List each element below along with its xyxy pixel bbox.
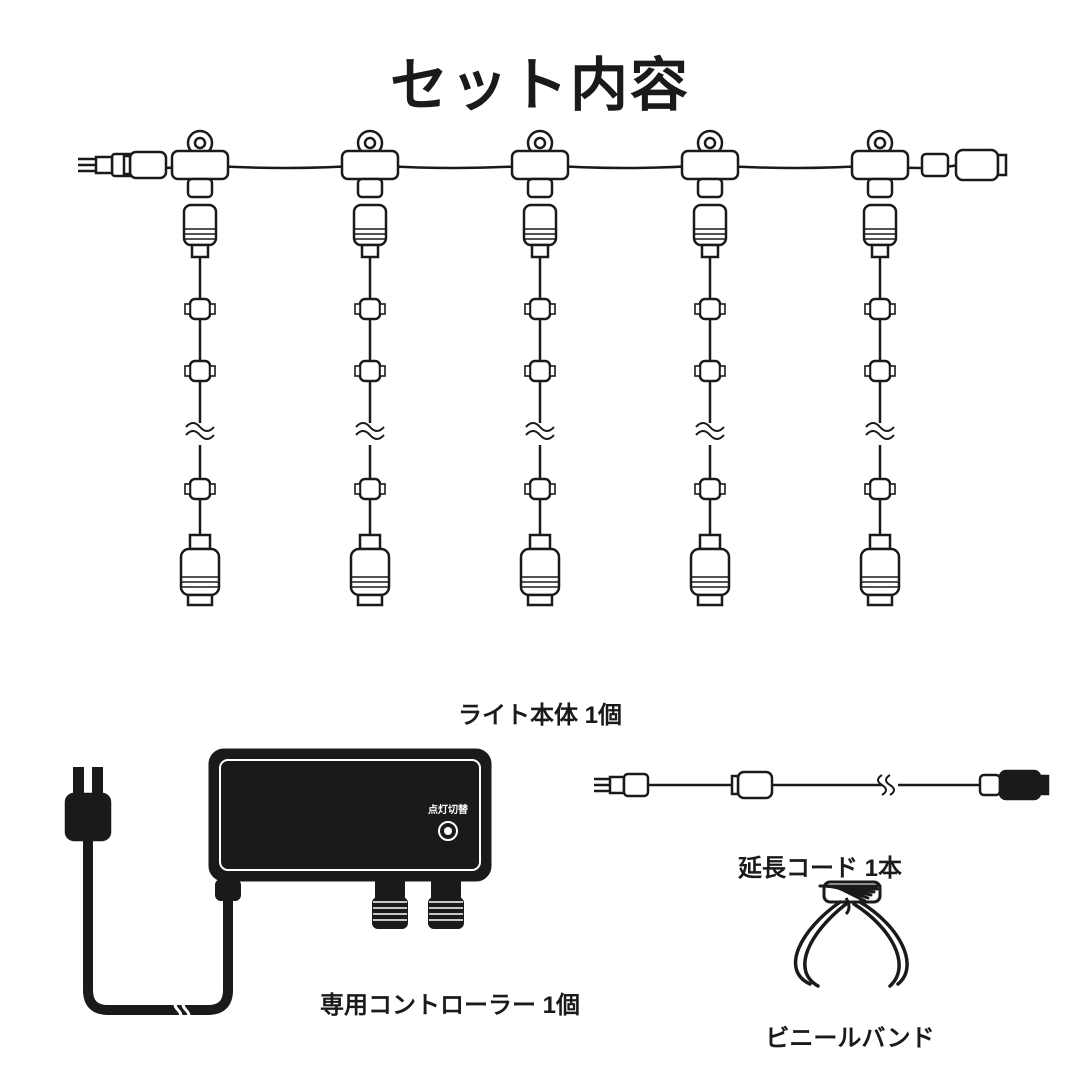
svg-text:点灯切替: 点灯切替 bbox=[428, 803, 469, 816]
light-body-diagram bbox=[70, 120, 1010, 660]
controller-label: 専用コントローラー 1個 bbox=[320, 985, 580, 1020]
extension-cord-diagram bbox=[590, 760, 1050, 810]
vinyl-band-diagram bbox=[780, 880, 920, 990]
vinyl-band-label: ビニールバンド bbox=[750, 1018, 950, 1053]
extension-cord-label: 延長コード 1本 bbox=[590, 848, 1050, 883]
page-title: セット内容 bbox=[0, 0, 1080, 122]
light-body-label: ライト本体 1個 bbox=[0, 695, 1080, 730]
